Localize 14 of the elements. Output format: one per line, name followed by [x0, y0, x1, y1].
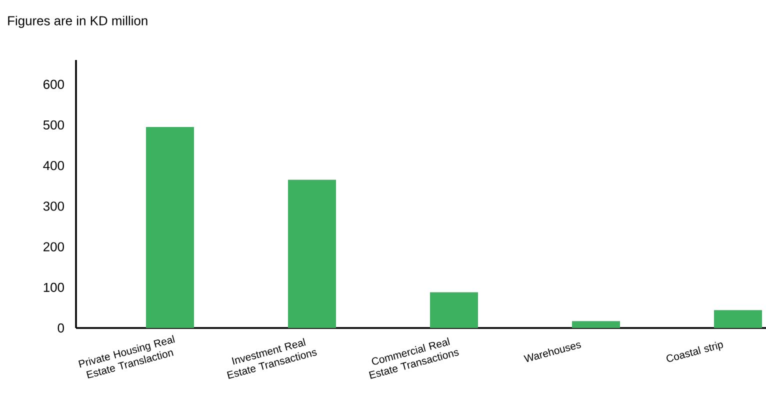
bar: [146, 127, 194, 328]
y-tick-label: 0: [58, 323, 64, 333]
y-tick-label: 200: [44, 242, 64, 252]
y-tick-label: 100: [44, 282, 64, 292]
y-tick-label: 400: [43, 160, 64, 170]
x-tick-label: Coastal strip: [666, 342, 723, 362]
y-tick-label: 600: [44, 80, 64, 89]
bar: [430, 292, 478, 328]
bar: [714, 310, 762, 328]
y-tick-label: 500: [43, 120, 64, 130]
bar: [288, 180, 336, 328]
bar: [572, 321, 620, 328]
chart-title: Figures are in KD million: [8, 16, 148, 28]
y-tick-label: 300: [43, 202, 64, 211]
